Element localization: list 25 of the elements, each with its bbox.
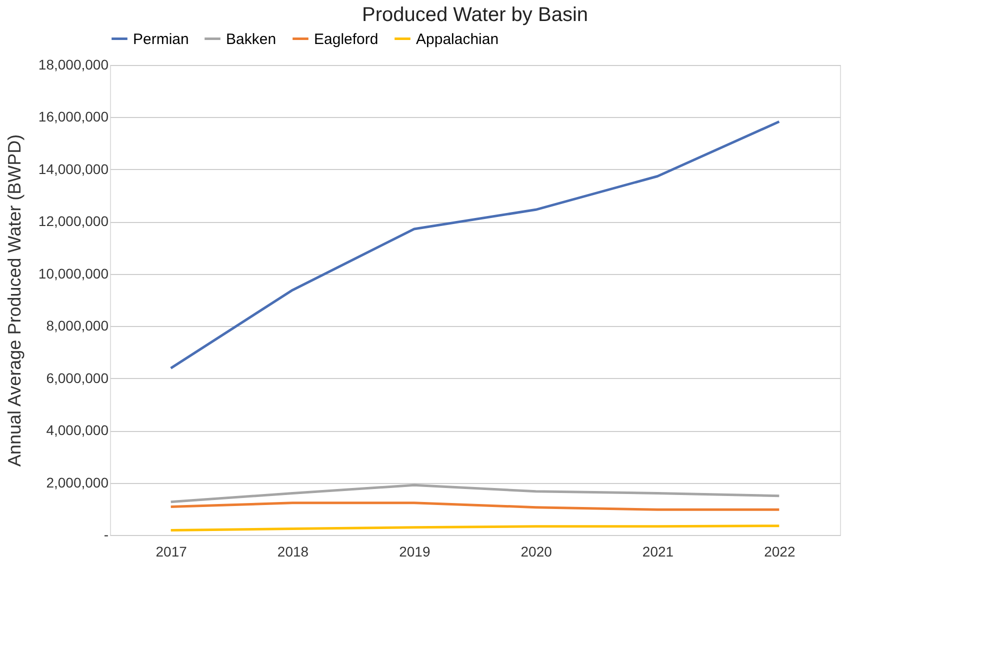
line-series xyxy=(170,120,780,370)
legend-label: Eagleford xyxy=(314,30,378,48)
legend-label: Permian xyxy=(133,30,189,48)
y-tick-label: 18,000,000 xyxy=(38,56,109,72)
x-tick-label: 2017 xyxy=(156,544,188,560)
x-tick-label: 2020 xyxy=(520,544,552,560)
y-tick-label: 14,000,000 xyxy=(38,160,109,177)
x-tick-label: 2022 xyxy=(764,544,796,560)
legend-label: Appalachian xyxy=(416,30,499,48)
y-tick-label: 12,000,000 xyxy=(38,213,109,230)
line-series xyxy=(170,484,780,504)
y-tick-label: 2,000,000 xyxy=(46,474,109,490)
x-tick-label: 2021 xyxy=(642,544,674,560)
y-tick-label: - xyxy=(104,526,109,542)
y-tick-label: 16,000,000 xyxy=(38,108,109,125)
chart-title: Produced Water by Basin xyxy=(362,4,588,26)
y-tick-label: 8,000,000 xyxy=(46,318,109,334)
line-series xyxy=(170,502,780,511)
y-tick-label: 6,000,000 xyxy=(46,370,109,386)
x-tick-label: 2019 xyxy=(399,544,430,560)
x-tick-label: 2018 xyxy=(277,544,309,560)
y-axis-title: Annual Average Produced Water (BWPD) xyxy=(4,134,24,467)
legend-label: Bakken xyxy=(226,30,276,48)
y-tick-label: 10,000,000 xyxy=(38,265,109,282)
y-tick-label: 4,000,000 xyxy=(46,422,109,438)
